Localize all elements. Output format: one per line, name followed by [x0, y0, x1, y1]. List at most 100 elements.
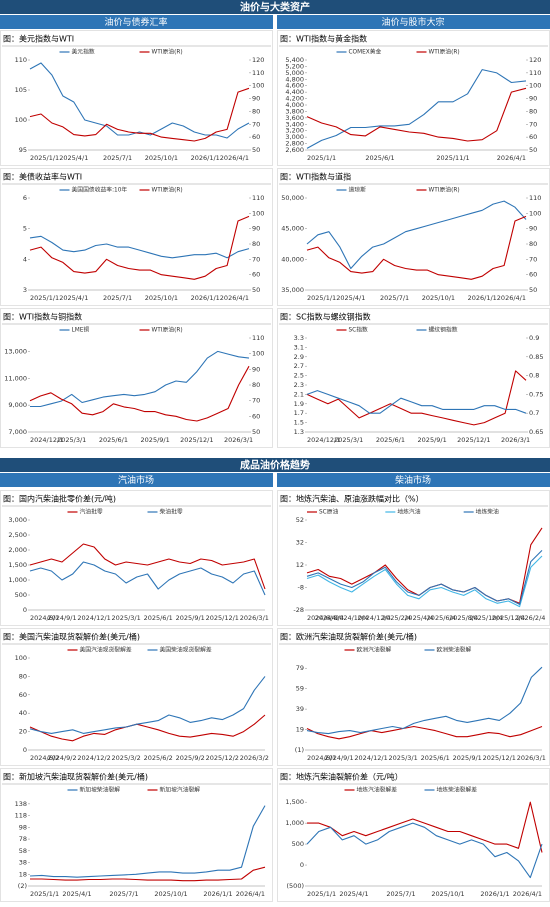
legend-label: SC指数 [349, 326, 369, 334]
chart-panel [277, 628, 550, 766]
y-tick-label: 35,000 [281, 286, 304, 294]
y2-tick-label: 100 [252, 350, 264, 358]
y2-tick-label: 50 [252, 286, 260, 294]
y-tick-label: (500) [287, 882, 304, 890]
series-line [306, 370, 527, 426]
series-line [307, 801, 543, 853]
series-line [306, 666, 543, 735]
y-tick-label: 40 [19, 709, 27, 717]
x-tick-label: 2025/10/1 [145, 294, 178, 302]
y-tick-label: 0 [23, 606, 27, 614]
chart-panel [0, 30, 273, 166]
legend-label: 美国柴油现货裂解差 [160, 646, 212, 654]
x-tick-label: 2025/3/1 [112, 614, 141, 622]
y-tick-label: 1.7 [294, 409, 304, 417]
chart-title: 图：地炼汽柴油裂解价差（元/吨） [280, 772, 403, 782]
chart-panel [0, 628, 273, 766]
y-tick-label: 2,800 [285, 140, 304, 148]
x-tick-label: 2025/6/1 [376, 436, 405, 444]
y-tick-label: 12 [296, 561, 304, 569]
y-tick-label: 100 [15, 116, 27, 124]
y2-tick-label: 110 [529, 194, 541, 202]
y-tick-label: -28 [293, 606, 304, 614]
x-tick-label: 2025/4/1 [336, 294, 365, 302]
x-tick-label: 2025/1/1 [307, 890, 336, 898]
y-tick-label: 5 [23, 225, 27, 233]
x-tick-label: 2025/7/1 [103, 154, 132, 162]
y-tick-label: 3,000 [285, 133, 304, 141]
legend-label: 美元指数 [72, 48, 95, 56]
y-tick-label: 79 [296, 664, 304, 672]
x-tick-label: 2026/3/1 [501, 436, 530, 444]
sub-title: 汽油市场 [118, 474, 154, 486]
y-tick-label: 105 [15, 86, 27, 94]
y2-tick-label: 90 [252, 365, 260, 373]
y-tick-label: 100 [15, 654, 27, 662]
sub-title: 油价与债券汇率 [104, 16, 167, 28]
banner [0, 0, 550, 14]
y-tick-label: 4,400 [285, 88, 304, 96]
chart-title: 图：SC指数与螺纹钢指数 [280, 312, 371, 322]
y-tick-label: 5,000 [285, 69, 304, 77]
x-tick-label: 2026/4/1 [220, 294, 249, 302]
y2-tick-label: 0.8 [529, 372, 539, 380]
x-tick-label: 2025/1/1 [30, 890, 59, 898]
series-line [29, 561, 266, 596]
y-tick-label: 3,600 [285, 114, 304, 122]
series-line [306, 200, 527, 270]
x-tick-label: 2025/6/1 [421, 754, 450, 762]
y-tick-label: 4,200 [285, 95, 304, 103]
legend-label: WTI原油(R) [429, 186, 460, 194]
y2-tick-label: 80 [529, 240, 537, 248]
legend-label: 欧洲汽油裂解 [357, 646, 392, 654]
x-tick-label: 2025/12/2 [206, 754, 239, 762]
legend-label: 地炼柴油裂解差 [437, 786, 478, 794]
x-tick-label: 2025/10/1 [431, 890, 464, 898]
legend-label: WTI原油(R) [152, 48, 183, 56]
x-tick-label: 2025/7/1 [109, 890, 138, 898]
x-tick-label: 2025/3/1 [57, 436, 86, 444]
legend-label: LME铜 [72, 326, 90, 334]
x-tick-label: 2026/1/1 [203, 890, 232, 898]
x-tick-label: 2025/3/2 [112, 754, 141, 762]
x-tick-label: 2024/12/2 [77, 754, 110, 762]
series-line [29, 543, 266, 590]
legend-label: 地炼汽油 [397, 508, 420, 516]
legend-label: WTI原油(R) [152, 186, 183, 194]
x-tick-label: 2025/9/1 [453, 754, 482, 762]
legend-label: WTI原油(R) [429, 48, 460, 56]
y2-tick-label: 50 [529, 146, 537, 154]
chart-title: 图：国内汽柴油批零价差(元/吨) [3, 494, 116, 504]
y-tick-label: 2,500 [8, 531, 27, 539]
y2-tick-label: 70 [252, 120, 260, 128]
y-tick-label: 4,000 [285, 101, 304, 109]
y-tick-label: (2) [18, 882, 27, 890]
y2-tick-label: 70 [252, 255, 260, 263]
legend-label: 新加坡汽油裂解 [160, 786, 201, 794]
x-tick-label: 2025/10/4 [469, 614, 502, 622]
series-line [29, 714, 266, 742]
x-tick-label: 2025/7/1 [380, 294, 409, 302]
x-tick-label: 2026/1/1 [191, 154, 220, 162]
series-line [29, 365, 250, 422]
sub-banner [0, 15, 273, 29]
x-tick-label: 2025/10/1 [145, 154, 178, 162]
chart-title: 图：美债收益率与WTI [3, 172, 82, 182]
x-tick-label: 2024/9/2 [47, 754, 76, 762]
series-line [306, 550, 543, 605]
x-tick-label: 2026/4/1 [236, 890, 265, 898]
legend-label: 新加坡柴油裂解 [80, 786, 121, 794]
series-line [29, 805, 266, 878]
y2-tick-label: 70 [252, 397, 260, 405]
y2-tick-label: 110 [252, 334, 264, 342]
y-tick-label: 3.3 [294, 334, 304, 342]
x-tick-label: 2025/6/1 [99, 436, 128, 444]
legend-label: SC原油 [319, 508, 339, 516]
y-tick-label: 78 [19, 835, 27, 843]
x-tick-label: 2025/2/4 [382, 614, 411, 622]
y2-tick-label: 0.85 [529, 353, 543, 361]
sub-banner [0, 473, 273, 487]
y-tick-label: 60 [19, 691, 27, 699]
x-tick-label: 2024/12/1 [307, 436, 340, 444]
y-tick-label: 98 [19, 823, 27, 831]
